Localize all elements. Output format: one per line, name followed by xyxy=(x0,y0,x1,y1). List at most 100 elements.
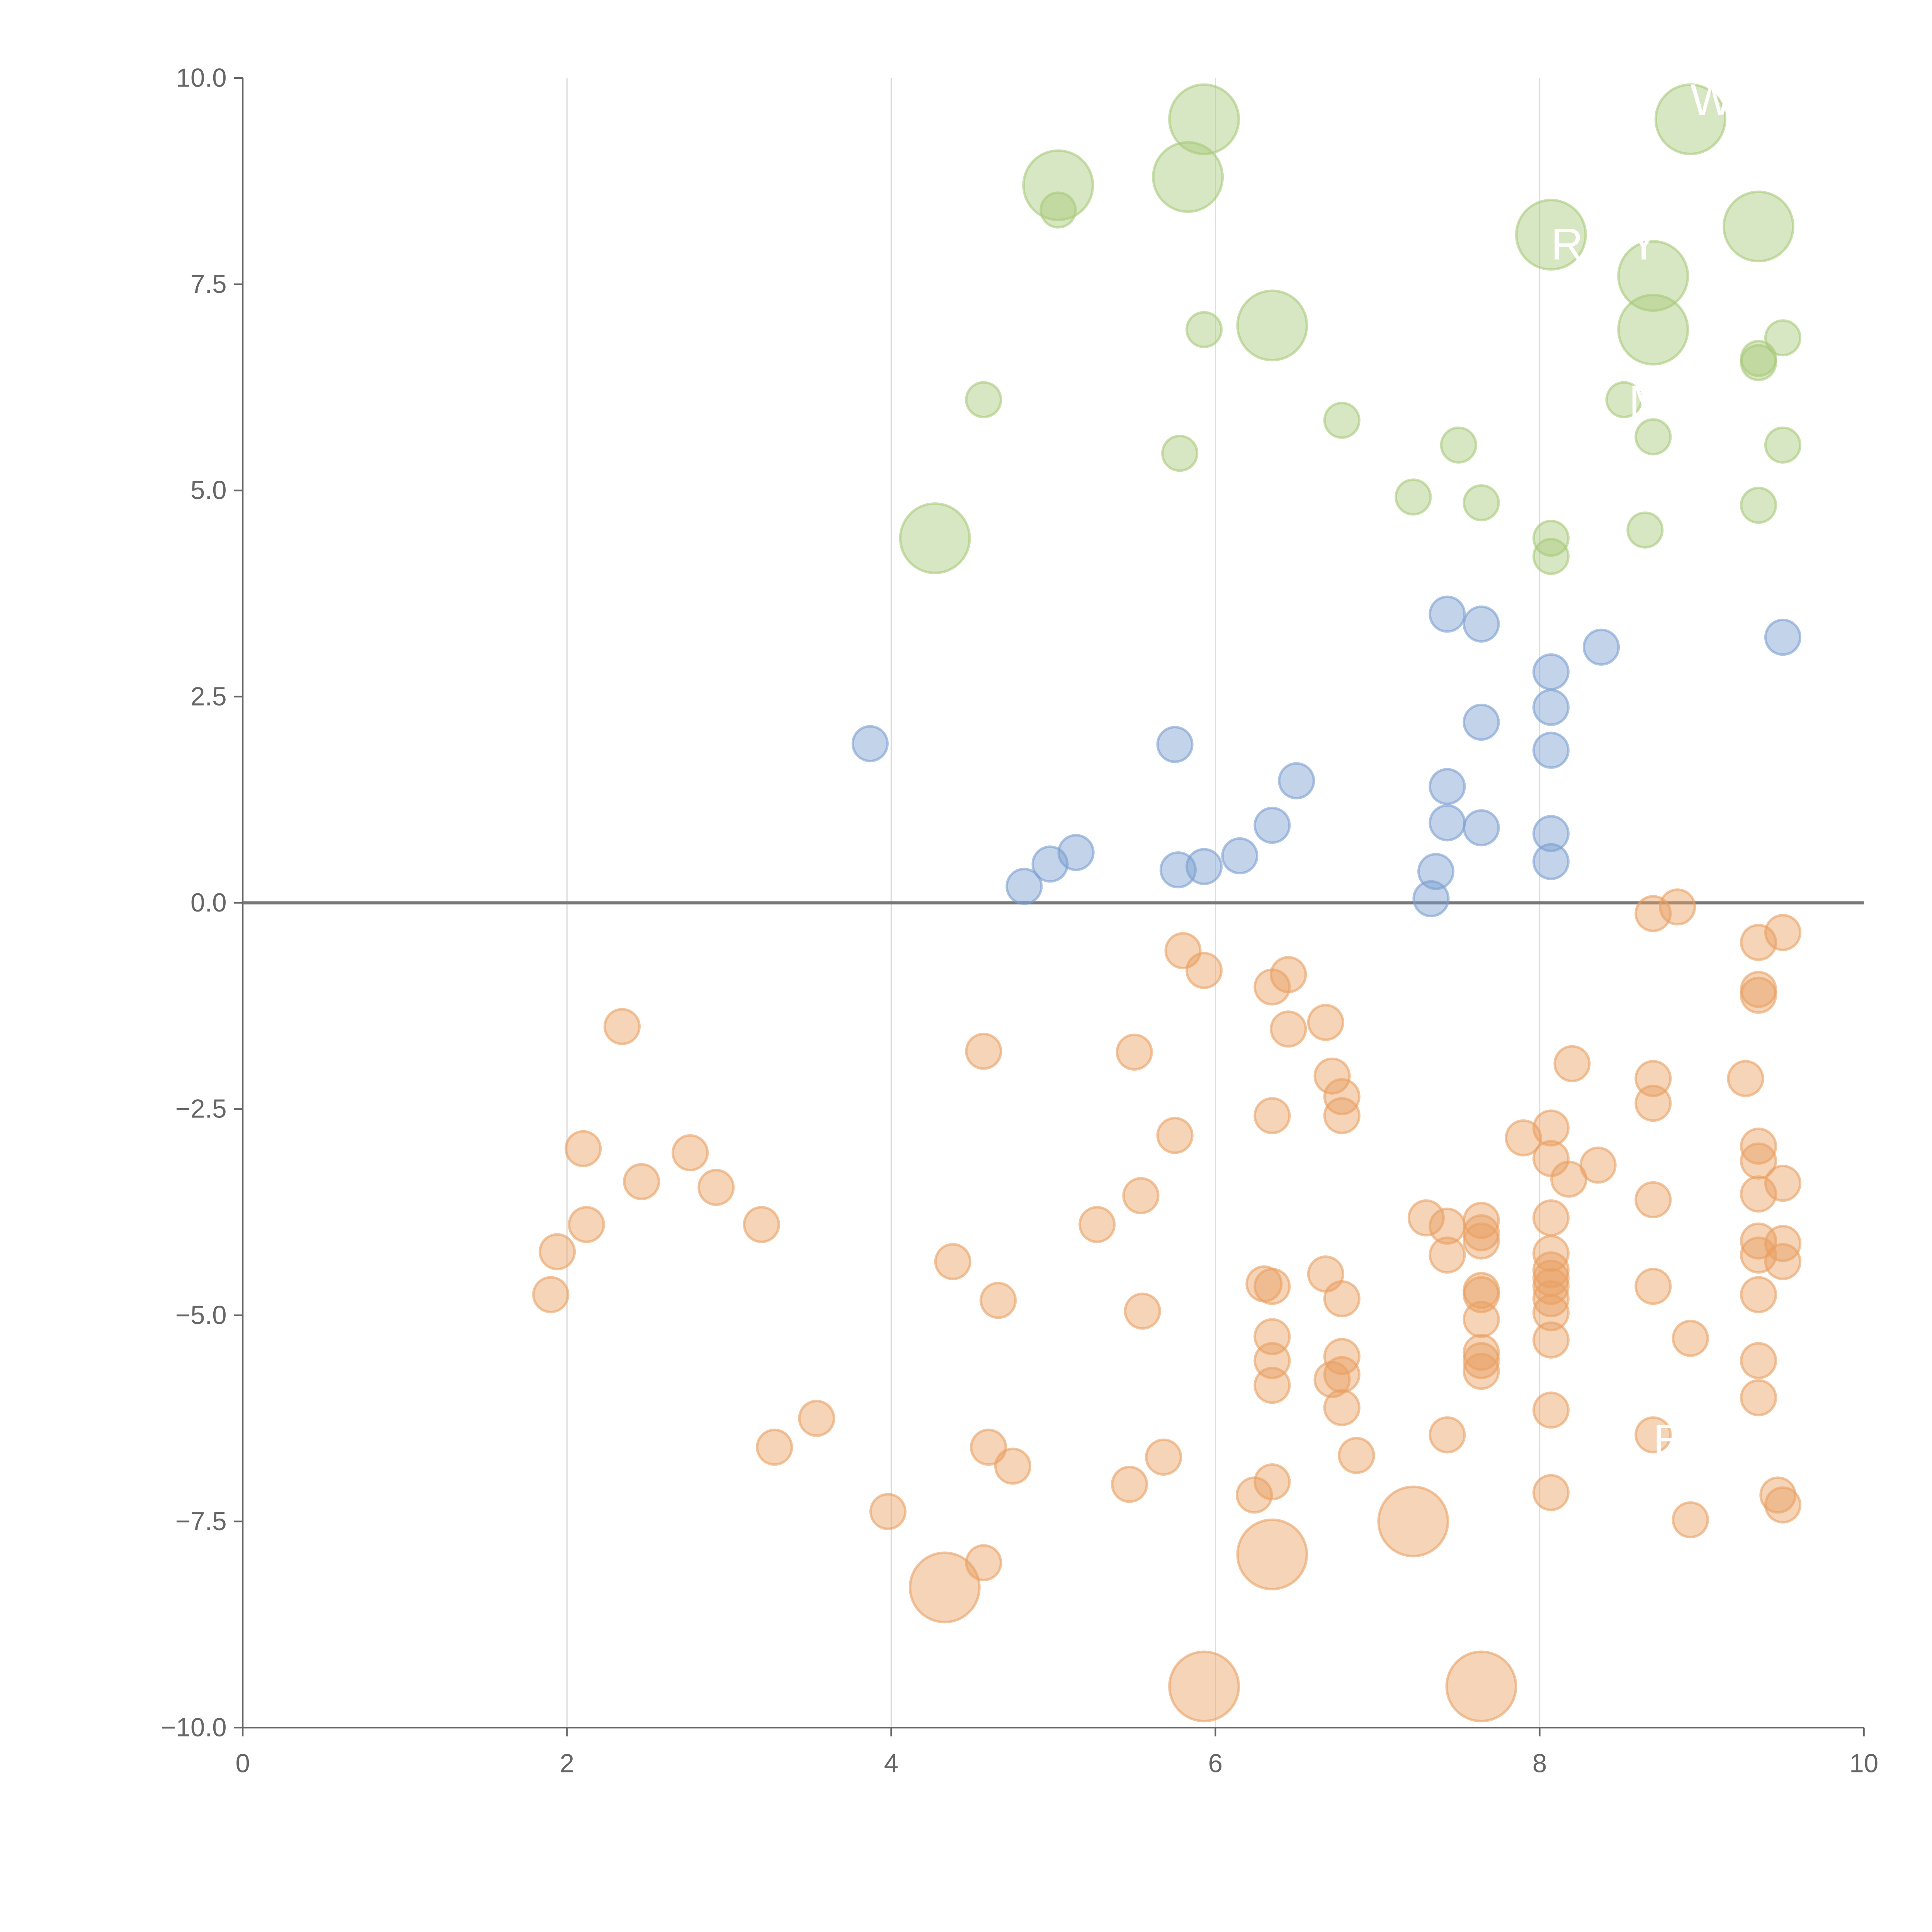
data-point xyxy=(1634,1181,1672,1219)
data-point xyxy=(1634,1416,1672,1454)
y-tick-label: −7.5 xyxy=(175,1507,227,1536)
data-point xyxy=(1022,149,1094,221)
data-point xyxy=(1463,1222,1500,1260)
data-point xyxy=(565,1130,602,1167)
data-point xyxy=(1377,1485,1449,1558)
data-point xyxy=(965,1544,1002,1582)
data-point xyxy=(1270,956,1307,993)
data-point xyxy=(1429,595,1466,633)
series-green xyxy=(899,83,1802,575)
y-tick-label: 7.5 xyxy=(190,270,227,299)
data-point xyxy=(1152,141,1224,213)
data-point xyxy=(1764,619,1802,656)
data-point xyxy=(934,1243,971,1281)
data-point xyxy=(1111,1466,1148,1503)
y-tick-label: 2.5 xyxy=(190,682,227,711)
data-point xyxy=(1634,418,1672,456)
data-point xyxy=(1740,1379,1777,1417)
data-point xyxy=(1407,1199,1445,1237)
data-point xyxy=(1463,1352,1500,1390)
data-point xyxy=(532,1276,570,1313)
x-tick-label: 8 xyxy=(1532,1749,1547,1778)
y-tick-label: 10.0 xyxy=(176,63,227,92)
data-point xyxy=(1185,952,1223,989)
data-point xyxy=(1253,806,1291,844)
series-blue xyxy=(851,595,1802,917)
data-point xyxy=(1323,1356,1361,1393)
data-point xyxy=(994,1447,1032,1485)
y-tick-label: −2.5 xyxy=(175,1095,227,1124)
data-point xyxy=(672,1134,709,1172)
data-point xyxy=(1532,1391,1570,1429)
data-point xyxy=(1654,83,1726,155)
data-point xyxy=(1463,1333,1500,1371)
data-point xyxy=(1463,1214,1500,1252)
data-point xyxy=(851,725,889,762)
data-point xyxy=(1236,1518,1308,1590)
data-point xyxy=(1532,1109,1570,1147)
data-point xyxy=(1463,703,1500,741)
data-point xyxy=(1463,809,1500,847)
data-point xyxy=(1532,1199,1570,1237)
data-point xyxy=(1764,1486,1802,1524)
annotations: W R Y M E xyxy=(1551,75,1733,1465)
data-point xyxy=(1553,1045,1591,1082)
data-point xyxy=(1532,537,1570,575)
annotation-label: W xyxy=(1690,75,1733,125)
data-point xyxy=(1532,1294,1570,1332)
data-point xyxy=(869,1493,907,1530)
data-point xyxy=(1005,867,1043,905)
data-point xyxy=(1764,1243,1802,1281)
data-point xyxy=(697,1168,735,1206)
data-point xyxy=(1253,1097,1291,1134)
data-point xyxy=(1313,1361,1351,1398)
data-point xyxy=(965,1032,1002,1070)
data-point xyxy=(1579,1146,1617,1184)
y-tick-label: 5.0 xyxy=(190,476,227,505)
data-point xyxy=(1740,344,1777,381)
x-tick-label: 0 xyxy=(235,1749,250,1778)
x-tick-label: 4 xyxy=(884,1749,898,1778)
data-point xyxy=(1078,1206,1116,1243)
data-point xyxy=(568,1206,605,1243)
data-point xyxy=(743,1206,780,1243)
data-point xyxy=(908,1551,981,1624)
data-point xyxy=(1764,426,1802,464)
data-points xyxy=(532,83,1802,1723)
data-point xyxy=(1156,1117,1194,1154)
data-point xyxy=(603,1008,641,1045)
data-point xyxy=(1307,1003,1344,1041)
data-point xyxy=(1429,804,1466,842)
data-point xyxy=(1532,689,1570,726)
data-point xyxy=(1323,401,1361,439)
data-point xyxy=(1168,83,1240,155)
data-point xyxy=(1605,381,1643,418)
data-point xyxy=(1672,1320,1709,1357)
data-point xyxy=(1145,1438,1182,1476)
data-point xyxy=(1740,976,1777,1014)
x-tick-label: 2 xyxy=(560,1749,574,1778)
data-point xyxy=(1323,1389,1361,1427)
y-tick-label: −5.0 xyxy=(175,1301,227,1330)
data-point xyxy=(1740,486,1777,524)
data-point xyxy=(1515,199,1587,271)
data-point xyxy=(1221,837,1259,874)
data-point xyxy=(1634,895,1672,932)
data-point xyxy=(1626,511,1664,549)
data-point xyxy=(1161,435,1199,472)
data-point xyxy=(1740,1175,1777,1213)
data-point xyxy=(1412,880,1450,917)
data-point xyxy=(970,1429,1007,1466)
data-point xyxy=(1740,1142,1777,1180)
data-point xyxy=(1532,1268,1570,1305)
data-point xyxy=(1532,731,1570,769)
data-point xyxy=(1727,1060,1764,1097)
data-point xyxy=(1445,1650,1517,1723)
data-point xyxy=(1505,1119,1542,1156)
data-point xyxy=(1617,240,1689,312)
data-point xyxy=(623,1163,660,1201)
data-point xyxy=(1532,1280,1570,1318)
data-point xyxy=(539,1233,576,1270)
data-point xyxy=(1463,484,1500,522)
series-orange xyxy=(532,888,1802,1723)
